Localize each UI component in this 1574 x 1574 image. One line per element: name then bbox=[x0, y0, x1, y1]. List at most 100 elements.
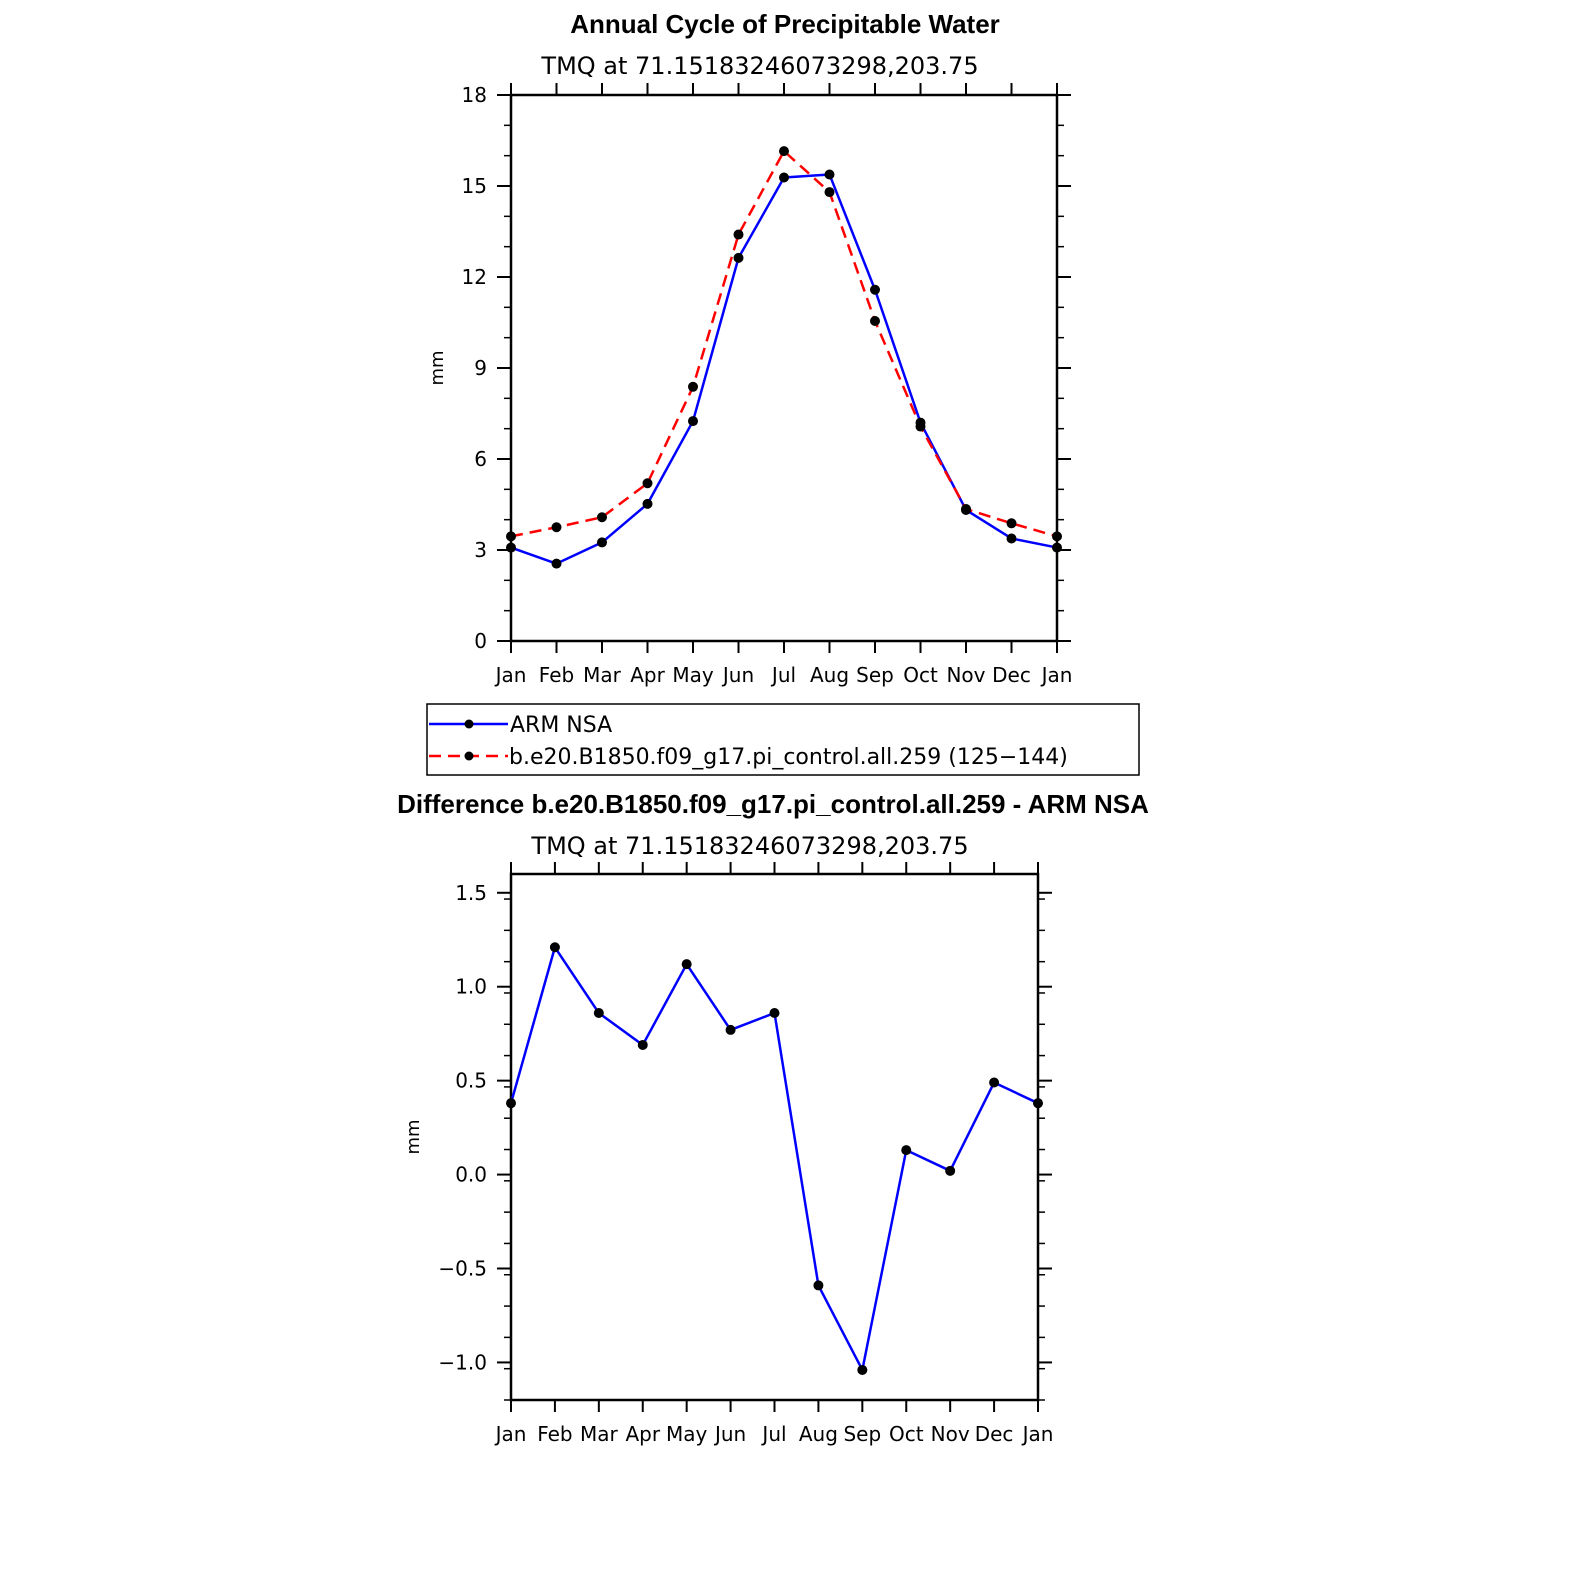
x-tick-label: May bbox=[672, 663, 714, 687]
x-tick-label: Mar bbox=[580, 1422, 619, 1446]
top-x-tick-labels: Jan Feb Mar Apr May Jun Jul Aug Sep Oct Nov Dec Jan bbox=[494, 663, 1073, 687]
top-chart-subtitle: TMQ at 71.15183246073298,203.75 bbox=[540, 52, 978, 80]
y-tick-label: −0.5 bbox=[438, 1257, 487, 1281]
y-tick-label: 6 bbox=[474, 447, 487, 471]
series-0-point bbox=[549, 942, 560, 953]
series-1-point bbox=[779, 146, 789, 157]
series-1-point bbox=[642, 478, 653, 489]
legend: ARM NSA b.e20.B1850.f09_g17.pi_control.a… bbox=[426, 703, 1140, 776]
y-tick-label: 3 bbox=[474, 538, 487, 562]
bottom-ticks bbox=[497, 862, 1052, 1412]
series-0-point bbox=[824, 169, 835, 180]
series-0-point bbox=[506, 1098, 516, 1109]
x-tick-label: Apr bbox=[625, 1422, 660, 1446]
y-tick-label: 15 bbox=[462, 174, 487, 198]
top-chart-title: Annual Cycle of Precipitable Water bbox=[570, 9, 1000, 39]
x-tick-label: Jun bbox=[721, 663, 754, 687]
series-0-point bbox=[551, 558, 562, 569]
legend-marker-arm-nsa bbox=[464, 719, 474, 729]
x-tick-label: Jun bbox=[713, 1422, 746, 1446]
series-1-point bbox=[688, 381, 698, 392]
top-chart: Annual Cycle of Precipitable Water TMQ a… bbox=[427, 9, 1072, 687]
x-tick-label: Jan bbox=[1021, 1422, 1054, 1446]
x-tick-label: May bbox=[666, 1422, 708, 1446]
series-1-point bbox=[915, 421, 926, 432]
series-0-point bbox=[733, 252, 744, 263]
bottom-plot-frame bbox=[509, 872, 1040, 1402]
series-0-point bbox=[506, 542, 516, 553]
x-tick-label: Apr bbox=[630, 663, 665, 687]
series-0-point bbox=[989, 1077, 1000, 1088]
series-1-point bbox=[1006, 518, 1017, 529]
series-0-point bbox=[769, 1008, 780, 1019]
x-tick-label: Feb bbox=[537, 1422, 572, 1446]
x-tick-label: Dec bbox=[992, 663, 1031, 687]
x-tick-label: Jan bbox=[494, 1422, 527, 1446]
y-tick-label: 18 bbox=[462, 83, 487, 107]
x-tick-label: Feb bbox=[539, 663, 574, 687]
y-tick-label: 0.5 bbox=[455, 1069, 487, 1093]
series-0-point bbox=[1052, 542, 1062, 553]
x-tick-label: Nov bbox=[931, 1422, 970, 1446]
x-tick-label: Jul bbox=[760, 1422, 786, 1446]
y-tick-label: 0 bbox=[474, 629, 487, 653]
x-tick-label: Jul bbox=[770, 663, 796, 687]
series-line-1 bbox=[510, 149, 1058, 538]
y-tick-label: 1.0 bbox=[455, 975, 487, 999]
series-line-0 bbox=[510, 173, 1058, 565]
bottom-y-axis-label: mm bbox=[403, 1119, 424, 1154]
series-0-point bbox=[1033, 1098, 1043, 1109]
y-tick-label: 12 bbox=[462, 265, 487, 289]
bottom-chart-subtitle: TMQ at 71.15183246073298,203.75 bbox=[530, 832, 968, 860]
x-tick-label: Jan bbox=[1040, 663, 1073, 687]
series-1-point bbox=[597, 512, 607, 523]
y-tick-label: 1.5 bbox=[455, 881, 487, 905]
series-0-point bbox=[688, 416, 698, 427]
series-0-point bbox=[642, 498, 653, 509]
bottom-chart: Difference b.e20.B1850.f09_g17.pi_contro… bbox=[397, 789, 1149, 1446]
legend-label-model: b.e20.B1850.f09_g17.pi_control.all.259 (… bbox=[509, 745, 1068, 770]
x-tick-label: Sep bbox=[856, 663, 894, 687]
series-1-point bbox=[733, 229, 744, 240]
top-ticks bbox=[497, 83, 1071, 653]
x-tick-label: Mar bbox=[583, 663, 622, 687]
series-1-point bbox=[961, 504, 971, 515]
top-y-tick-labels: 0 3 6 9 12 15 18 bbox=[462, 83, 487, 653]
series-0-point bbox=[1006, 533, 1017, 544]
top-series bbox=[506, 146, 1062, 569]
legend-marker-model bbox=[464, 751, 474, 761]
x-tick-label: Oct bbox=[903, 663, 938, 687]
series-0-point bbox=[901, 1145, 912, 1156]
series-0-point bbox=[945, 1165, 956, 1176]
series-0-point bbox=[725, 1024, 736, 1035]
series-1-point bbox=[506, 531, 516, 542]
x-tick-label: Jan bbox=[494, 663, 527, 687]
series-1-point bbox=[1052, 531, 1062, 542]
series-0-point bbox=[597, 537, 607, 548]
series-1-point bbox=[551, 522, 562, 533]
x-tick-label: Oct bbox=[889, 1422, 924, 1446]
y-tick-label: 9 bbox=[474, 356, 487, 380]
legend-label-arm-nsa: ARM NSA bbox=[510, 713, 612, 738]
series-0-point bbox=[813, 1280, 824, 1291]
series-0-point bbox=[857, 1364, 868, 1375]
top-y-axis-label: mm bbox=[427, 350, 448, 385]
x-tick-label: Aug bbox=[810, 663, 849, 687]
x-tick-label: Sep bbox=[843, 1422, 881, 1446]
bottom-x-tick-labels: Jan Feb Mar Apr May Jun Jul Aug Sep Oct Nov Dec Jan bbox=[494, 1422, 1054, 1446]
bottom-series bbox=[506, 942, 1043, 1375]
bottom-chart-title: Difference b.e20.B1850.f09_g17.pi_contro… bbox=[397, 789, 1149, 819]
x-tick-label: Aug bbox=[799, 1422, 838, 1446]
x-tick-label: Dec bbox=[975, 1422, 1014, 1446]
x-tick-label: Nov bbox=[946, 663, 985, 687]
series-1-point bbox=[870, 315, 880, 326]
legend-box bbox=[426, 703, 1140, 776]
y-tick-label: 0.0 bbox=[455, 1163, 487, 1187]
series-0-point bbox=[681, 959, 692, 970]
series-0-point bbox=[870, 284, 880, 295]
series-0-point bbox=[637, 1039, 648, 1050]
y-tick-label: −1.0 bbox=[438, 1350, 487, 1374]
series-0-point bbox=[779, 172, 789, 183]
bottom-y-tick-labels: −1.0 −0.5 0.0 0.5 1.0 1.5 bbox=[438, 881, 487, 1375]
